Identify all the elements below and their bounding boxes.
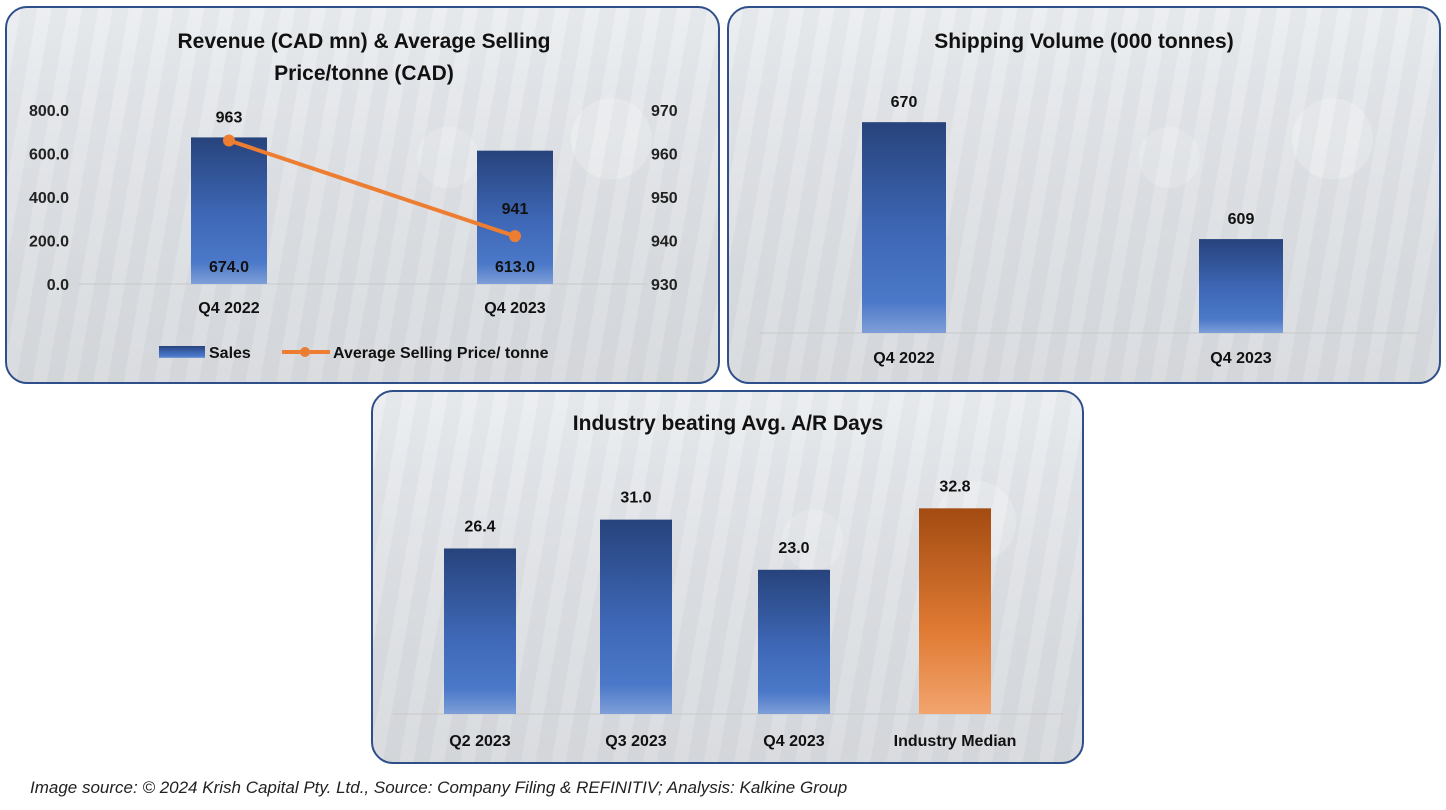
chart-title-line-2: Price/tonne (CAD) — [274, 62, 454, 85]
shipping-volume-bar — [862, 122, 946, 334]
sales-bar — [477, 150, 553, 284]
industry-median-bar — [919, 508, 991, 714]
y-right-tick-label: 940 — [651, 234, 678, 251]
y-right-tick-label: 930 — [651, 277, 678, 294]
asp-line — [228, 138, 516, 239]
ar-days-bar — [758, 569, 830, 714]
revenue-asp-chart-panel: Revenue (CAD mn) & Average Selling Price… — [5, 6, 720, 384]
x-tick-label: Q4 2022 — [198, 300, 259, 317]
chart-title: Shipping Volume (000 tonnes) — [934, 30, 1233, 53]
ar-days-chart-panel: Industry beating Avg. A/R Days 26.4 Q2 20… — [371, 390, 1084, 764]
y-left-tick-label: 200.0 — [29, 234, 69, 251]
bar-data-label: 32.8 — [939, 478, 970, 495]
x-tick-label: Q4 2022 — [873, 350, 934, 367]
y-left-tick-label: 800.0 — [29, 103, 69, 120]
x-tick-label: Q4 2023 — [484, 300, 545, 317]
y-right-tick-label: 950 — [651, 190, 678, 207]
bar-data-label: 23.0 — [778, 540, 809, 557]
shipping-volume-bar — [1199, 239, 1283, 333]
chart-title-line-1: Revenue (CAD mn) & Average Selling — [177, 30, 550, 53]
x-tick-label: Q4 2023 — [763, 733, 824, 750]
y-left-tick-label: 0.0 — [47, 277, 69, 294]
legend-sales-label: Sales — [209, 345, 251, 362]
ar-days-bar — [600, 519, 672, 714]
sales-data-label: 613.0 — [495, 259, 535, 276]
x-tick-label: Industry Median — [894, 733, 1017, 750]
chart-title: Industry beating Avg. A/R Days — [573, 412, 883, 435]
y-right-tick-label: 970 — [651, 103, 678, 120]
y-right-tick-label: 960 — [651, 147, 678, 164]
bar-data-label: 26.4 — [464, 518, 495, 535]
legend-sales-swatch — [159, 346, 205, 358]
shipping-volume-chart: Shipping Volume (000 tonnes) 670 Q4 2022 6… — [759, 30, 1419, 367]
y-left-tick-label: 400.0 — [29, 190, 69, 207]
x-tick-label: Q2 2023 — [449, 733, 510, 750]
sales-data-label: 674.0 — [209, 259, 249, 276]
x-tick-label: Q4 2023 — [1210, 350, 1271, 367]
image-source-footnote: Image source: © 2024 Krish Capital Pty. … — [30, 778, 848, 797]
ar-days-bar — [444, 548, 516, 714]
x-tick-label: Q3 2023 — [605, 733, 666, 750]
shipping-volume-chart-panel: Shipping Volume (000 tonnes) 670 Q4 2022 6… — [727, 6, 1441, 384]
y-left-tick-label: 600.0 — [29, 147, 69, 164]
legend-asp-marker — [300, 347, 310, 357]
bar-data-label: 670 — [891, 94, 918, 111]
legend: Sales Average Selling Price/ tonne — [159, 345, 549, 362]
bar-data-label: 609 — [1228, 211, 1255, 228]
legend-asp-label: Average Selling Price/ tonne — [333, 345, 549, 362]
bar-data-label: 31.0 — [620, 490, 651, 507]
asp-data-label: 963 — [216, 109, 243, 126]
asp-data-label: 941 — [502, 201, 529, 218]
asp-point — [223, 134, 235, 147]
ar-days-chart: Industry beating Avg. A/R Days 26.4 Q2 20… — [393, 412, 1063, 750]
revenue-asp-chart: Revenue (CAD mn) & Average Selling Price… — [29, 30, 678, 362]
asp-point — [509, 230, 521, 243]
sales-bar — [191, 137, 267, 284]
